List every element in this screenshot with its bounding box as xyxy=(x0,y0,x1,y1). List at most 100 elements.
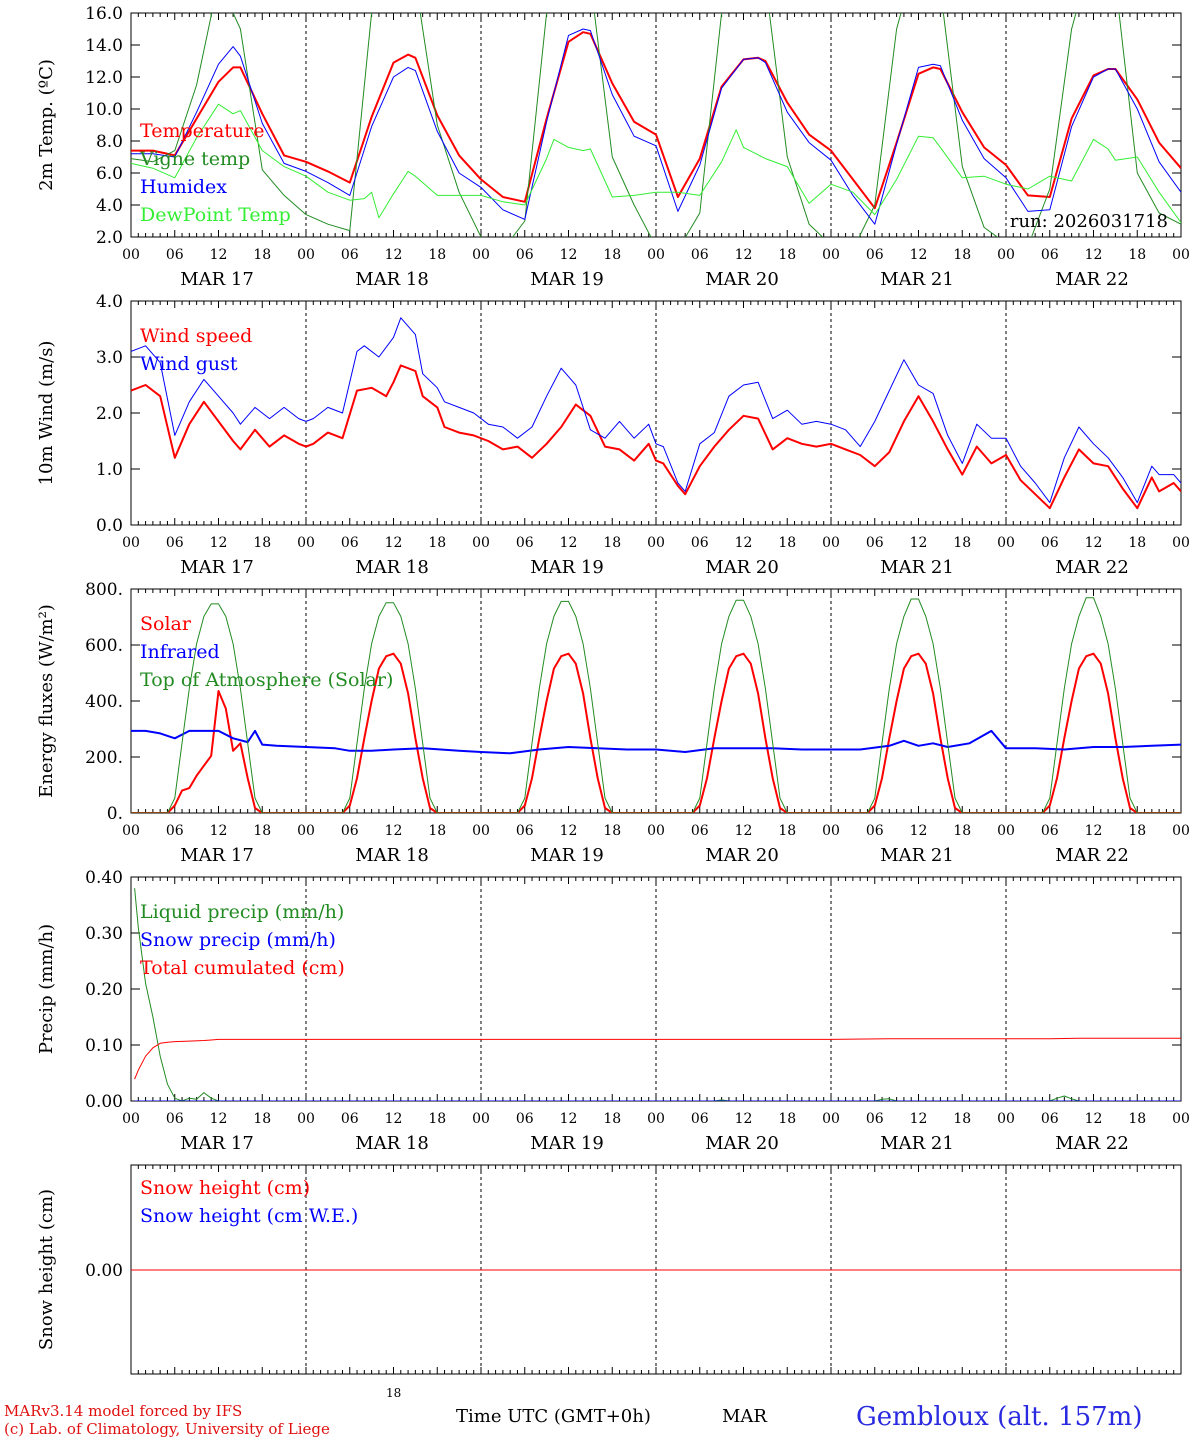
x-tick-label: 12 xyxy=(385,535,403,551)
x-tick-label: 12 xyxy=(910,823,928,839)
x-day-label: MAR 19 xyxy=(530,845,604,866)
x-tick-label: 18 xyxy=(428,1111,446,1127)
y-tick-label: 600. xyxy=(85,636,123,656)
x-tick-label: 12 xyxy=(735,1111,753,1127)
x-tick-label: 18 xyxy=(253,535,271,551)
x-day-label: MAR 18 xyxy=(355,557,429,578)
series-group xyxy=(131,317,1181,510)
x-tick-label: 12 xyxy=(735,535,753,551)
legend-entry: Liquid precip (mm/h) xyxy=(140,901,344,923)
x-tick-label: 18 xyxy=(253,823,271,839)
x-tick-label: 00 xyxy=(822,247,840,263)
footer-time-label: Time UTC (GMT+0h) xyxy=(456,1406,651,1427)
y-tick-label: 0.40 xyxy=(85,868,123,888)
x-tick-label: 00 xyxy=(647,535,665,551)
x-day-label: MAR 17 xyxy=(180,1133,254,1154)
x-day-label: MAR 21 xyxy=(880,1133,954,1154)
legend-entry: Wind gust xyxy=(140,353,238,375)
x-tick-label: 06 xyxy=(866,247,884,263)
x-tick-label: 06 xyxy=(341,1111,359,1127)
series-group xyxy=(131,597,1181,813)
x-tick-label: 12 xyxy=(910,1111,928,1127)
x-tick-label: 12 xyxy=(560,1111,578,1127)
y-tick-label: 16.0 xyxy=(85,4,123,24)
series-line xyxy=(131,729,1181,755)
footer-stray-tick: 18 xyxy=(386,1386,402,1400)
y-tick-label: 0.00 xyxy=(85,1261,123,1281)
y-tick-label: 8.0 xyxy=(96,132,123,152)
y-tick-label: 400. xyxy=(85,692,123,712)
x-tick-label: 06 xyxy=(691,1111,709,1127)
y-tick-label: 3.0 xyxy=(96,348,123,368)
x-tick-label: 00 xyxy=(1172,535,1190,551)
legend-entry: Top of Atmosphere (Solar) xyxy=(140,669,393,691)
footer-model-line: MARv3.14 model forced by IFS xyxy=(4,1402,243,1420)
series-line xyxy=(134,1037,1181,1080)
x-tick-label: 00 xyxy=(997,1111,1015,1127)
panel-1: 2.0 4.0 6.0 8.0 10.0 12.0 14.0 16.0 2m Temp. (ºC… xyxy=(36,4,1190,290)
legend-entry: Snow precip (mm/h) xyxy=(140,929,336,951)
x-tick-label: 00 xyxy=(472,1111,490,1127)
legend-entry: Snow height (cm W.E.) xyxy=(140,1205,358,1227)
x-tick-label: 12 xyxy=(560,535,578,551)
panel-frame xyxy=(130,300,1182,526)
panel-frame xyxy=(130,588,1182,814)
x-tick-label: 18 xyxy=(953,823,971,839)
x-tick-label: 12 xyxy=(910,247,928,263)
y-tick-label: 1.0 xyxy=(96,460,123,480)
legend-entry: Snow height (cm) xyxy=(140,1177,310,1199)
y-tick-label: 200. xyxy=(85,748,123,768)
x-day-label: MAR 22 xyxy=(1055,557,1129,578)
x-tick-label: 12 xyxy=(1085,823,1103,839)
x-tick-label: 18 xyxy=(428,535,446,551)
legend-entry: Infrared xyxy=(140,641,220,663)
x-tick-label: 18 xyxy=(778,247,796,263)
x-tick-label: 06 xyxy=(341,247,359,263)
series-line xyxy=(131,31,1181,210)
series-line xyxy=(131,13,1181,237)
x-tick-label: 06 xyxy=(166,823,184,839)
x-tick-label: 00 xyxy=(472,535,490,551)
y-tick-label: 4.0 xyxy=(96,292,123,312)
x-tick-label: 00 xyxy=(647,823,665,839)
y-tick-label: 0.00 xyxy=(85,1092,123,1112)
y-tick-label: 0.0 xyxy=(96,516,123,536)
x-tick-label: 12 xyxy=(1085,1111,1103,1127)
x-day-label: MAR 18 xyxy=(355,269,429,290)
x-tick-label: 06 xyxy=(1041,247,1059,263)
x-day-label: MAR 17 xyxy=(180,557,254,578)
y-tick-label: 0.10 xyxy=(85,1036,123,1056)
x-tick-label: 18 xyxy=(1128,1111,1146,1127)
x-tick-label: 18 xyxy=(1128,535,1146,551)
x-tick-label: 00 xyxy=(122,535,140,551)
x-tick-label: 18 xyxy=(428,247,446,263)
x-day-label: MAR 20 xyxy=(705,269,779,290)
x-day-label: MAR 21 xyxy=(880,269,954,290)
x-tick-label: 12 xyxy=(1085,247,1103,263)
x-tick-label: 12 xyxy=(210,1111,228,1127)
x-tick-label: 00 xyxy=(297,535,315,551)
y-tick-label: 12.0 xyxy=(85,68,123,88)
legend-entry: Total cumulated (cm) xyxy=(140,957,345,979)
x-tick-label: 12 xyxy=(210,535,228,551)
x-tick-label: 00 xyxy=(122,1111,140,1127)
x-day-label: MAR 17 xyxy=(180,845,254,866)
series-line xyxy=(131,317,1181,504)
x-tick-label: 06 xyxy=(691,247,709,263)
x-tick-label: 06 xyxy=(866,1111,884,1127)
x-tick-label: 06 xyxy=(866,823,884,839)
x-tick-label: 12 xyxy=(385,247,403,263)
station-label: Gembloux (alt. 157m) xyxy=(856,1402,1143,1432)
x-tick-label: 00 xyxy=(822,535,840,551)
legend-entry: Wind speed xyxy=(140,325,252,347)
x-day-label: MAR 20 xyxy=(705,1133,779,1154)
x-tick-label: 18 xyxy=(253,1111,271,1127)
legend-entry: Vigne temp xyxy=(139,148,250,170)
panel-5: 0.00 Snow height (cm) Snow height (cm) Snow… xyxy=(36,1164,1182,1375)
x-day-label: MAR 21 xyxy=(880,845,954,866)
y-tick-label: 14.0 xyxy=(85,36,123,56)
x-tick-label: 06 xyxy=(691,535,709,551)
x-tick-label: 00 xyxy=(822,823,840,839)
series-group xyxy=(134,888,1181,1101)
